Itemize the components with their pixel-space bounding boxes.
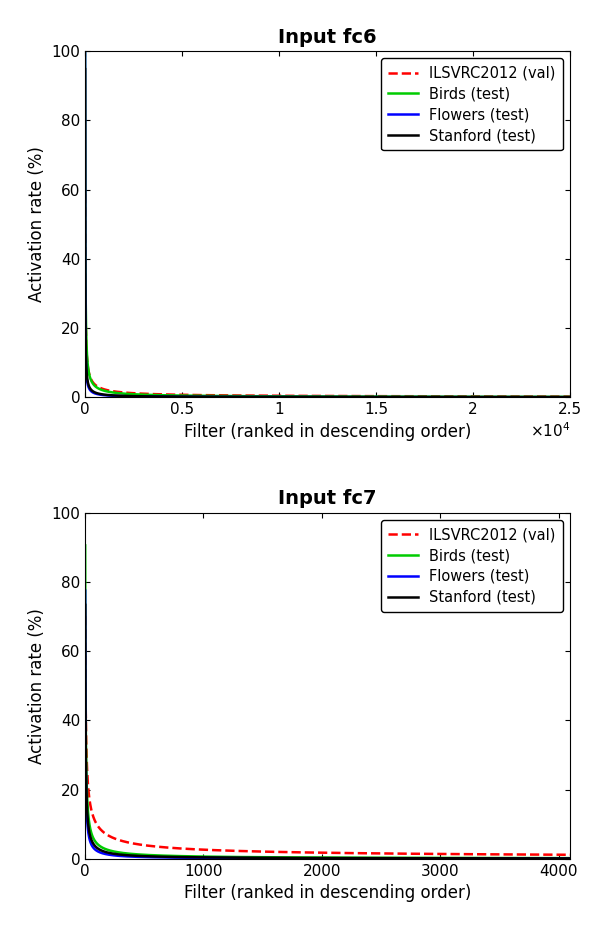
Flowers (test)	[267, 392, 274, 403]
ILSVRC2012 (val)	[81, 189, 88, 200]
Birds (test)	[289, 391, 296, 402]
Birds (test)	[82, 539, 89, 551]
Line: ILSVRC2012 (val): ILSVRC2012 (val)	[85, 194, 570, 396]
Birds (test)	[81, 46, 88, 57]
ILSVRC2012 (val)	[165, 389, 173, 400]
ILSVRC2012 (val)	[552, 849, 559, 860]
Birds (test)	[106, 845, 113, 857]
Birds (test)	[567, 392, 574, 403]
Line: Flowers (test): Flowers (test)	[85, 591, 570, 858]
ILSVRC2012 (val)	[304, 847, 312, 858]
Birds (test)	[553, 853, 560, 864]
Stanford (test)	[504, 392, 512, 403]
Legend: ILSVRC2012 (val), Birds (test), Flowers (test), Stanford (test): ILSVRC2012 (val), Birds (test), Flowers …	[381, 520, 563, 612]
Stanford (test)	[317, 853, 325, 864]
ILSVRC2012 (val)	[557, 391, 564, 402]
Birds (test)	[165, 390, 173, 401]
Stanford (test)	[267, 392, 274, 403]
Legend: ILSVRC2012 (val), Birds (test), Flowers (test), Stanford (test): ILSVRC2012 (val), Birds (test), Flowers …	[381, 59, 563, 151]
Y-axis label: Activation rate (%): Activation rate (%)	[28, 146, 46, 302]
Stanford (test)	[567, 853, 574, 864]
Flowers (test)	[317, 853, 325, 864]
Stanford (test)	[553, 853, 560, 864]
ILSVRC2012 (val)	[464, 848, 471, 859]
Stanford (test)	[106, 847, 113, 858]
Flowers (test)	[304, 853, 312, 864]
ILSVRC2012 (val)	[567, 391, 574, 402]
Stanford (test)	[137, 391, 144, 402]
Flowers (test)	[81, 46, 88, 57]
Stanford (test)	[82, 599, 89, 610]
Flowers (test)	[464, 853, 471, 864]
ILSVRC2012 (val)	[504, 391, 512, 402]
Stanford (test)	[289, 392, 296, 403]
Y-axis label: Activation rate (%): Activation rate (%)	[28, 608, 46, 764]
Flowers (test)	[165, 392, 173, 403]
Flowers (test)	[567, 392, 574, 403]
Line: Stanford (test): Stanford (test)	[85, 604, 570, 858]
ILSVRC2012 (val)	[137, 388, 144, 399]
X-axis label: Filter (ranked in descending order): Filter (ranked in descending order)	[184, 884, 472, 902]
Flowers (test)	[289, 392, 296, 403]
ILSVRC2012 (val)	[289, 391, 296, 402]
ILSVRC2012 (val)	[553, 849, 560, 860]
Birds (test)	[504, 392, 512, 403]
Birds (test)	[304, 852, 312, 863]
Birds (test)	[137, 389, 144, 400]
Stanford (test)	[552, 853, 559, 864]
Stanford (test)	[304, 853, 312, 864]
Line: ILSVRC2012 (val): ILSVRC2012 (val)	[85, 616, 570, 855]
Flowers (test)	[557, 392, 564, 403]
Line: Birds (test): Birds (test)	[85, 51, 570, 397]
Birds (test)	[557, 392, 564, 403]
Flowers (test)	[82, 585, 89, 596]
ILSVRC2012 (val)	[82, 610, 89, 621]
ILSVRC2012 (val)	[267, 391, 274, 402]
Flowers (test)	[553, 853, 560, 864]
Flowers (test)	[552, 853, 559, 864]
Birds (test)	[567, 853, 574, 864]
Flowers (test)	[567, 853, 574, 864]
Stanford (test)	[165, 391, 173, 402]
Stanford (test)	[81, 63, 88, 74]
Flowers (test)	[106, 849, 113, 860]
X-axis label: Filter (ranked in descending order): Filter (ranked in descending order)	[184, 423, 472, 441]
Birds (test)	[552, 853, 559, 864]
Birds (test)	[317, 852, 325, 863]
Line: Stanford (test): Stanford (test)	[85, 69, 570, 397]
Text: $\times10^{4}$: $\times10^{4}$	[529, 421, 570, 440]
ILSVRC2012 (val)	[106, 830, 113, 842]
ILSVRC2012 (val)	[567, 849, 574, 860]
Stanford (test)	[567, 392, 574, 403]
Birds (test)	[267, 391, 274, 402]
Line: Birds (test): Birds (test)	[85, 545, 570, 858]
Stanford (test)	[464, 853, 471, 864]
Title: Input fc7: Input fc7	[278, 489, 377, 509]
Birds (test)	[464, 853, 471, 864]
Flowers (test)	[137, 391, 144, 402]
Title: Input fc6: Input fc6	[278, 28, 377, 46]
ILSVRC2012 (val)	[317, 847, 325, 858]
Line: Flowers (test): Flowers (test)	[85, 51, 570, 397]
Flowers (test)	[504, 392, 512, 403]
Stanford (test)	[557, 392, 564, 403]
